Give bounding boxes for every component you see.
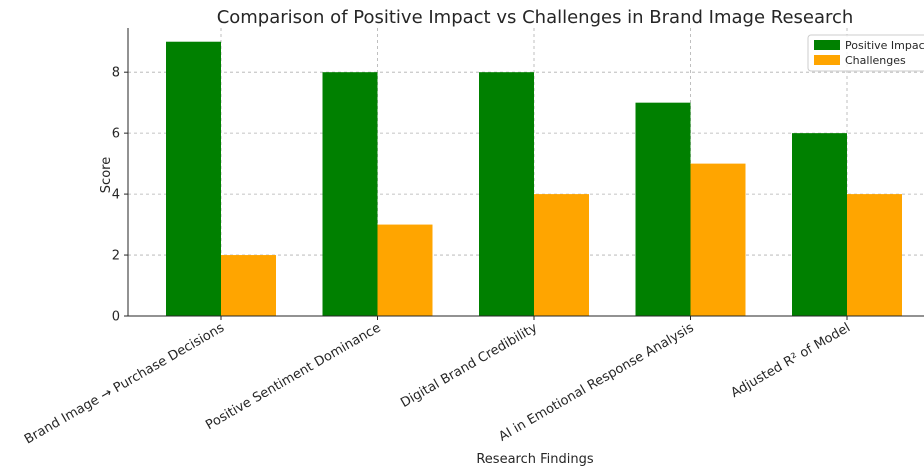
bar-challenges [534, 194, 589, 316]
y-tick-label: 8 [112, 66, 120, 81]
bar-challenges [377, 224, 433, 316]
bar-positive-impact [792, 133, 847, 316]
x-tick-labels: Brand Image → Purchase DecisionsPositive… [22, 320, 853, 447]
bar-challenges [221, 255, 276, 316]
axes [124, 28, 924, 320]
y-axis-label: Score [99, 157, 114, 193]
legend-swatch [814, 40, 840, 50]
legend-label: Positive Impact [845, 39, 924, 52]
x-tick-label: Brand Image → Purchase Decisions [22, 320, 227, 447]
y-tick-label: 6 [112, 127, 120, 142]
bar-challenges [690, 163, 746, 316]
bar-challenges [847, 194, 902, 316]
bar-positive-impact [322, 72, 378, 316]
y-tick-label: 4 [112, 188, 120, 203]
x-tick-label: Adjusted R² of Model [729, 320, 853, 401]
x-axis-label: Research Findings [476, 452, 594, 467]
chart-title: Comparison of Positive Impact vs Challen… [217, 7, 854, 28]
bar-positive-impact [479, 72, 534, 316]
y-tick-label: 0 [112, 310, 120, 325]
bars [166, 41, 902, 317]
y-tick-labels: 0 2 4 6 8 [112, 66, 120, 325]
bar-positive-impact [635, 102, 691, 317]
x-tick-label: Positive Sentiment Dominance [203, 320, 383, 433]
legend-swatch [814, 55, 840, 65]
y-tick-label: 2 [112, 249, 120, 264]
legend: Positive Impact Challenges [807, 34, 924, 72]
x-tick-label: Digital Brand Credibility [398, 320, 540, 411]
legend-label: Challenges [845, 54, 906, 67]
bar-positive-impact [166, 41, 221, 316]
